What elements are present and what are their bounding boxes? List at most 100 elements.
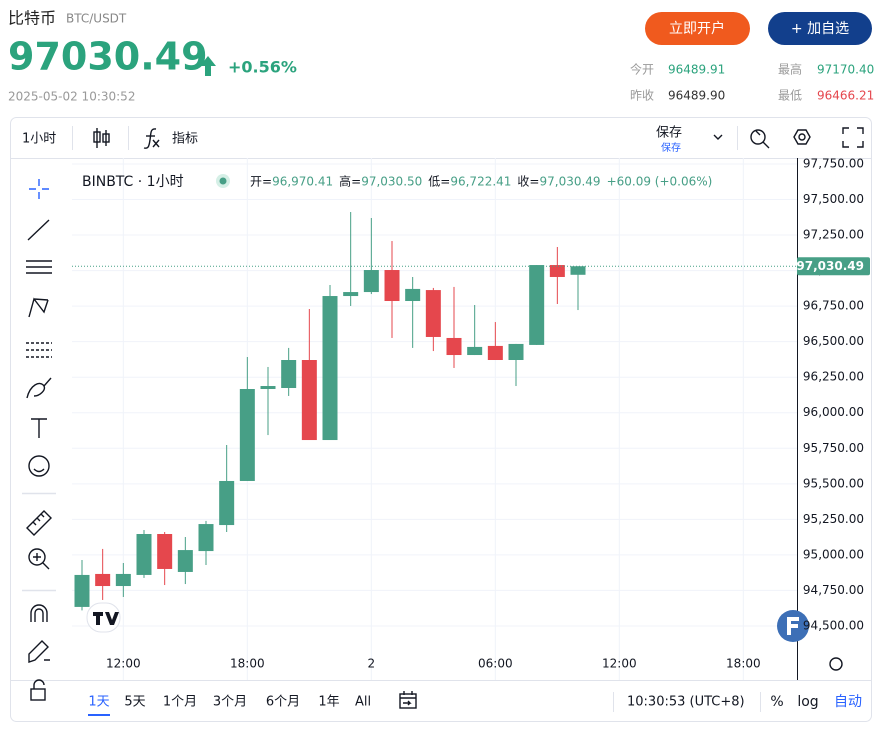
plot	[72, 212, 797, 611]
ohlc-value: 96,722.41	[450, 175, 511, 189]
icon-part	[143, 128, 157, 149]
change: +0.56%	[228, 58, 297, 77]
axis-settings[interactable]	[829, 657, 843, 671]
candle-body	[549, 265, 565, 277]
indicators[interactable]: 指标	[172, 132, 198, 147]
save[interactable]: 保存	[656, 126, 682, 141]
icon-part	[750, 129, 766, 145]
icon-part	[399, 693, 417, 709]
chevron[interactable]	[713, 134, 723, 140]
candle-body	[467, 346, 483, 356]
candle-body	[157, 534, 173, 569]
range-button[interactable]: All	[355, 695, 371, 710]
watchlist-button[interactable]: + 加自选	[768, 12, 872, 45]
x-tick-label: 18:00	[726, 657, 761, 671]
candle-body	[529, 265, 545, 345]
candle-body	[198, 524, 214, 552]
candle-body	[115, 573, 131, 587]
edit-tool[interactable]	[28, 640, 50, 663]
scale-option[interactable]: log	[797, 694, 818, 710]
tv-logo	[86, 602, 121, 633]
stat-label: 昨收	[630, 89, 654, 103]
brush-tool[interactable]	[26, 377, 52, 399]
chart-frame	[10, 117, 872, 722]
icon-part	[30, 688, 46, 701]
y-tick-label: 95,750.00	[803, 441, 864, 455]
candle-body	[446, 337, 462, 356]
y-tick-label: 95,250.00	[803, 512, 864, 526]
icon-part	[102, 133, 110, 143]
y-tick-label: 95,500.00	[803, 476, 864, 490]
grid	[72, 158, 797, 680]
range-button[interactable]: 1天	[88, 695, 109, 710]
line-tool[interactable]	[27, 219, 50, 241]
range-button[interactable]: 6个月	[266, 695, 300, 710]
crosshair-tool[interactable]	[29, 179, 49, 199]
ohlc-change: +60.09 (+0.06%)	[607, 175, 713, 189]
y-tick-label: 96,000.00	[803, 405, 864, 419]
icon-part	[152, 139, 160, 148]
ohlc-value: 96,970.41	[272, 175, 333, 189]
magnet-tool[interactable]	[30, 604, 48, 622]
candle-body	[301, 360, 317, 441]
logo-mark	[93, 612, 119, 625]
icon-part	[33, 553, 50, 570]
candle-body	[570, 266, 586, 275]
candle-body	[322, 296, 338, 441]
pair: BTC/USDT	[66, 12, 127, 26]
candle-body	[95, 573, 111, 587]
stat-label: 最低	[778, 89, 802, 103]
y-tick-label: 97,750.00	[803, 156, 864, 170]
channel-tool[interactable]	[26, 260, 52, 274]
open-account-button[interactable]: 立即开户	[645, 12, 750, 45]
icon-part	[28, 548, 46, 566]
button-bg	[645, 12, 750, 45]
timestamp: 2025-05-02 10:30:52	[8, 90, 135, 104]
text-tool[interactable]	[31, 418, 47, 438]
fib-tool[interactable]	[26, 342, 52, 358]
ohlc-label: 开=	[250, 175, 272, 189]
candle-body	[425, 290, 441, 337]
interval[interactable]: 1小时	[22, 132, 56, 147]
candle-body	[177, 550, 193, 572]
up-arrow	[200, 56, 216, 76]
emoji-tool[interactable]	[28, 455, 50, 477]
fx-icon[interactable]	[143, 128, 160, 149]
range-button[interactable]: 5天	[124, 695, 145, 710]
y-tick-label: 96,500.00	[803, 334, 864, 348]
pattern-tool[interactable]	[28, 297, 49, 318]
icon-part	[33, 679, 45, 689]
range-button[interactable]: 1年	[318, 695, 339, 710]
x-tick-label: 12:00	[602, 657, 637, 671]
stat-value: 97170.40	[817, 63, 874, 77]
coin-name: 比特币	[8, 9, 56, 28]
lock-tool[interactable]	[30, 679, 46, 701]
last-price-label: 97,030.49	[796, 259, 864, 273]
stat-label: 最高	[778, 62, 802, 77]
goto-date-icon[interactable]	[399, 691, 417, 709]
icon-part	[33, 468, 45, 473]
scale-option[interactable]: 自动	[834, 694, 862, 710]
left-tools	[22, 179, 56, 701]
price: 97030.49	[8, 35, 208, 79]
fullscreen-icon[interactable]	[842, 127, 864, 148]
chart-type-icon[interactable]	[93, 128, 110, 148]
alert-icon[interactable]	[750, 129, 770, 149]
range-button[interactable]: 1个月	[163, 695, 197, 710]
scale-option[interactable]: %	[770, 694, 783, 710]
candle-body	[384, 270, 400, 302]
candle-body	[260, 386, 276, 390]
candle-body	[343, 292, 359, 297]
ruler-tool[interactable]	[26, 510, 52, 536]
settings-icon[interactable]	[793, 129, 811, 145]
zoom-tool[interactable]	[28, 548, 50, 570]
button-label: + 加自选	[791, 21, 849, 37]
stat-label: 今开	[630, 62, 654, 77]
range-button[interactable]: 3个月	[213, 695, 247, 710]
stat-value: 96489.90	[668, 89, 725, 103]
x-tick-label: 2	[368, 657, 376, 671]
x-tick-label: 12:00	[106, 657, 141, 671]
candle-body	[405, 288, 421, 302]
